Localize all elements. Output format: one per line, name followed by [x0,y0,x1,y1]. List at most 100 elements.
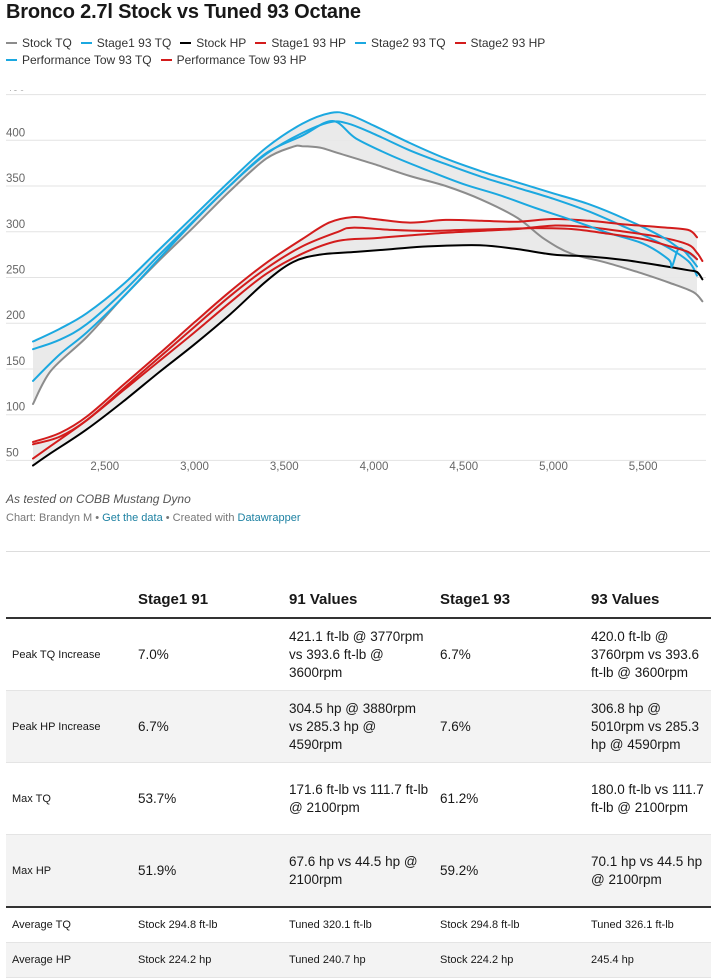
credit-author: Chart: Brandyn M • [6,512,103,524]
table-cell: 306.8 hp @ 5010rpm vs 285.3 hp @ 4590rpm [587,690,711,763]
chart-credits: Chart: Brandyn M • Get the data • Create… [6,512,300,524]
legend-item: Performance Tow 93 HP [160,52,307,69]
legend-label: Performance Tow 93 TQ [22,53,152,67]
x-tick-label: 4,500 [449,461,478,473]
series-line-stage2-93-tq [32,111,698,343]
section-divider [6,551,710,552]
series-line-stage1-93-tq [32,120,698,382]
legend-item: Stage2 93 TQ [355,35,446,52]
y-tick-label: 150 [6,356,25,368]
legend-item: Stage2 93 HP [454,35,546,52]
table-header-stage1-93: Stage1 93 [436,583,587,619]
table-header-blank [6,583,134,619]
chart-legend: Stock TQ Stage1 93 TQ Stock HP Stage1 93 HP… [6,35,706,69]
row-label: Max HP [6,834,134,908]
table-cell: 6.7% [436,618,587,691]
table-cell: 420.0 ft-lb @ 3760rpm vs 393.6 ft-lb @ 3… [587,618,711,691]
table-cell: 180.0 ft-lb vs 111.7 ft-lb @ 2100rpm [587,762,711,835]
y-tick-label: 250 [6,265,25,277]
y-tick-label: 200 [6,310,25,322]
legend-swatch [6,58,17,61]
table-row: Max HP 51.9% 67.6 hp vs 44.5 hp @ 2100rp… [6,834,711,908]
table-row: Peak HP Increase 6.7% 304.5 hp @ 3880rpm… [6,690,711,763]
legend-item: Stage1 93 HP [255,35,346,52]
x-tick-label: 4,000 [360,461,389,473]
y-tick-label: 450 [6,90,25,94]
datawrapper-link[interactable]: Datawrapper [237,512,301,524]
legend-item: Stock HP [180,35,246,52]
row-label: Max TQ [6,762,134,835]
legend-item: Stock TQ [6,35,72,52]
row-label: Peak HP Increase [6,690,134,763]
legend-label: Performance Tow 93 HP [176,53,307,67]
table-cell: Stock 224.2 hp [436,942,587,978]
chart-title: Bronco 2.7l Stock vs Tuned 93 Octane [6,1,361,23]
table-cell: Tuned 326.1 ft-lb [587,906,711,943]
series-line-stage1-93-hp [32,224,704,460]
y-tick-label: 400 [6,127,25,139]
table-header-stage1-91: Stage1 91 [134,583,285,619]
legend-swatch [80,41,92,44]
legend-swatch [160,58,172,61]
row-label: Average HP [6,942,134,978]
y-tick-label: 300 [6,219,25,231]
table-cell: 70.1 hp vs 44.5 hp @ 2100rpm [587,834,711,908]
x-tick-label: 5,000 [539,461,568,473]
table-header-91-values: 91 Values [285,583,436,619]
credit-mid: • Created with [162,512,238,524]
table-cell: 53.7% [134,762,285,835]
table-cell: 51.9% [134,834,285,908]
source-note: As tested on COBB Mustang Dyno [6,492,191,506]
legend-swatch [454,41,466,44]
series-line-stage2-93-hp [32,215,698,443]
legend-item: Stage1 93 TQ [80,35,172,52]
legend-swatch [6,41,17,44]
table-cell: 245.4 hp [587,942,711,978]
get-data-link[interactable]: Get the data [102,512,163,524]
legend-label: Stage2 93 TQ [371,36,446,50]
table-cell: 171.6 ft-lb vs 111.7 ft-lb @ 2100rpm [285,762,436,835]
row-label: Average TQ [6,906,134,943]
table-cell: 7.0% [134,618,285,691]
y-tick-label: 350 [6,173,25,185]
table-cell: 7.6% [436,690,587,763]
x-tick-label: 2,500 [90,461,119,473]
table-cell: Tuned 240.7 hp [285,942,436,978]
table-cell: 6.7% [134,690,285,763]
legend-label: Stage1 93 TQ [96,36,172,50]
x-tick-label: 3,500 [270,461,299,473]
range-band [33,113,697,404]
legend-label: Stock TQ [22,36,72,50]
line-chart: 50 100 150 200 250 300 350 400 450 2,500 3,000 3,50… [6,90,706,473]
table-cell: 421.1 ft-lb @ 3770rpm vs 393.6 ft-lb @ 3… [285,618,436,691]
legend-label: Stock HP [196,36,247,50]
table-row: Max TQ 53.7% 171.6 ft-lb vs 111.7 ft-lb … [6,762,711,835]
y-tick-label: 50 [6,447,19,459]
series-line-stock-tq [32,144,704,405]
table-cell: 61.2% [436,762,587,835]
legend-label: Stage1 93 HP [271,36,347,50]
legend-swatch [255,41,267,44]
table-cell: Stock 294.8 ft-lb [134,906,285,943]
table-cell: 59.2% [436,834,587,908]
comparison-table: Stage1 91 91 Values Stage1 93 93 Values … [6,583,711,978]
table-row: Peak TQ Increase 7.0% 421.1 ft-lb @ 3770… [6,618,711,691]
table-cell: Stock 294.8 ft-lb [436,906,587,943]
table-row: Average HP Stock 224.2 hp Tuned 240.7 hp… [6,942,711,978]
table-cell: Tuned 320.1 ft-lb [285,906,436,943]
table-cell: 304.5 hp @ 3880rpm vs 285.3 hp @ 4590rpm [285,690,436,763]
table-header-93-values: 93 Values [587,583,711,619]
y-tick-label: 100 [6,402,25,414]
series-line-stock-hp [32,244,704,467]
x-tick-label: 5,500 [629,461,658,473]
range-band [33,217,697,466]
x-tick-label: 3,000 [180,461,209,473]
legend-swatch [180,41,192,44]
row-label: Peak TQ Increase [6,618,134,691]
table-cell: Stock 224.2 hp [134,942,285,978]
legend-label: Stage2 93 HP [470,36,546,50]
series-line-performance-tow-93-tq [32,120,698,351]
series-line-performance-tow-93-hp [32,226,698,446]
table-row: Average TQ Stock 294.8 ft-lb Tuned 320.1… [6,906,711,943]
table-cell: 67.6 hp vs 44.5 hp @ 2100rpm [285,834,436,908]
